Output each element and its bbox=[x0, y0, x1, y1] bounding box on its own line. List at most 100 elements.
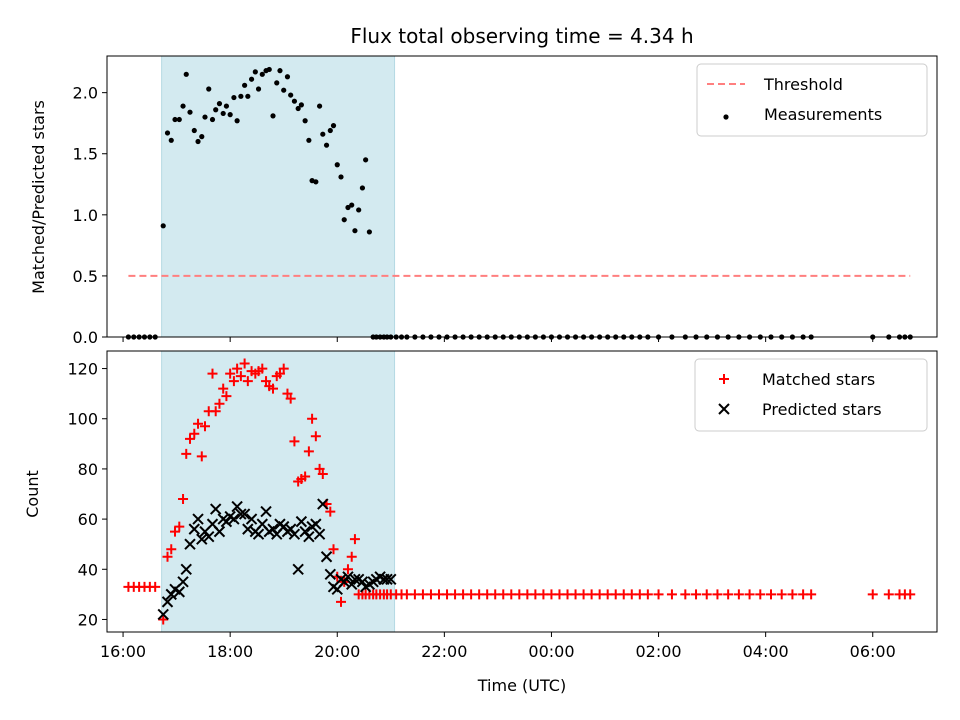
data-point bbox=[327, 127, 333, 134]
data-point bbox=[320, 131, 326, 137]
legend-swatch bbox=[723, 114, 729, 120]
data-point bbox=[653, 589, 664, 600]
data-point bbox=[259, 71, 265, 77]
top-legend: Threshold Measurements bbox=[696, 63, 928, 137]
x-tick-label: 04:00 bbox=[743, 642, 789, 661]
data-point bbox=[202, 114, 208, 120]
data-point bbox=[266, 66, 272, 73]
x-tick-label: 02:00 bbox=[635, 642, 681, 661]
data-point bbox=[183, 71, 189, 77]
data-point bbox=[252, 528, 265, 540]
data-point bbox=[232, 363, 243, 374]
x-tick-label: 06:00 bbox=[850, 642, 896, 661]
data-point bbox=[239, 358, 250, 369]
data-point bbox=[349, 202, 355, 208]
data-point bbox=[314, 463, 325, 474]
y-tick-label: 0.5 bbox=[73, 267, 98, 286]
data-point bbox=[303, 530, 315, 543]
data-point bbox=[381, 573, 393, 586]
legend-swatch bbox=[719, 374, 729, 384]
data-point bbox=[245, 513, 258, 525]
data-point bbox=[366, 229, 372, 235]
data-point bbox=[806, 589, 817, 600]
data-point bbox=[385, 573, 397, 586]
data-point bbox=[231, 94, 237, 101]
data-point bbox=[218, 383, 229, 394]
data-point bbox=[180, 103, 186, 109]
data-point bbox=[356, 576, 369, 588]
data-point bbox=[270, 113, 276, 119]
data-point bbox=[317, 498, 329, 510]
data-point bbox=[291, 98, 298, 104]
legend-swatch bbox=[718, 403, 730, 415]
data-point bbox=[157, 608, 169, 621]
data-point bbox=[260, 505, 272, 518]
data-point bbox=[867, 589, 878, 600]
data-point bbox=[209, 503, 222, 515]
data-point bbox=[176, 116, 182, 123]
data-point bbox=[180, 563, 192, 575]
data-point bbox=[278, 363, 289, 374]
ratio-panel: Flux total observing time = 4.34 h 0.00.… bbox=[29, 24, 938, 347]
observing-window-shade-bottom bbox=[161, 350, 396, 633]
data-point bbox=[213, 525, 226, 538]
x-tick-label: 22:00 bbox=[421, 642, 467, 661]
data-point bbox=[325, 506, 336, 517]
data-point bbox=[192, 513, 204, 525]
data-point bbox=[191, 127, 197, 134]
data-point bbox=[712, 589, 723, 600]
data-point bbox=[300, 471, 311, 482]
legend-label: Matched stars bbox=[762, 370, 875, 389]
data-point bbox=[252, 69, 258, 75]
y-tick-label: 100 bbox=[67, 410, 98, 429]
data-point bbox=[261, 376, 272, 387]
data-point bbox=[330, 123, 337, 129]
data-point bbox=[282, 388, 293, 399]
data-point bbox=[228, 513, 240, 525]
data-point bbox=[177, 576, 189, 588]
y-tick-label: 80 bbox=[78, 460, 98, 479]
data-point bbox=[776, 589, 787, 600]
data-point bbox=[238, 508, 251, 520]
bottom-y-axis: 20 40 60 80 100 120 bbox=[67, 360, 107, 629]
data-point bbox=[181, 448, 192, 459]
bottom-y-axis-label: Count bbox=[23, 470, 42, 518]
data-point bbox=[298, 102, 304, 108]
data-point bbox=[172, 116, 178, 123]
data-point bbox=[234, 118, 240, 124]
data-point bbox=[342, 564, 353, 575]
data-point bbox=[680, 589, 691, 600]
top-y-axis-label: Matched/Predicted stars bbox=[29, 100, 48, 294]
data-point bbox=[306, 137, 312, 143]
data-point bbox=[292, 563, 304, 575]
legend-label: Threshold bbox=[763, 75, 843, 94]
data-point bbox=[220, 110, 226, 117]
y-tick-label: 20 bbox=[78, 610, 98, 629]
data-point bbox=[307, 413, 318, 424]
legend-frame bbox=[694, 358, 928, 432]
data-point bbox=[196, 451, 207, 462]
y-tick-label: 0.0 bbox=[73, 328, 98, 347]
data-point bbox=[199, 421, 210, 432]
data-point bbox=[158, 614, 169, 625]
data-point bbox=[187, 109, 193, 115]
data-point bbox=[206, 86, 212, 92]
y-tick-label: 2.0 bbox=[73, 84, 98, 103]
data-point bbox=[302, 118, 308, 124]
data-point bbox=[310, 431, 321, 442]
data-point bbox=[733, 589, 744, 600]
data-point bbox=[324, 568, 337, 581]
data-point bbox=[223, 103, 230, 109]
data-point bbox=[281, 87, 287, 93]
data-point bbox=[341, 217, 347, 223]
data-point bbox=[336, 596, 347, 607]
data-point bbox=[359, 185, 366, 191]
data-point bbox=[346, 551, 357, 562]
data-point bbox=[170, 526, 181, 537]
data-point bbox=[203, 530, 215, 543]
data-point bbox=[349, 573, 361, 586]
data-point bbox=[174, 521, 185, 532]
shaded-region bbox=[161, 55, 396, 338]
top-axes-frame bbox=[106, 55, 938, 338]
x-axis-label: Time (UTC) bbox=[477, 676, 566, 695]
